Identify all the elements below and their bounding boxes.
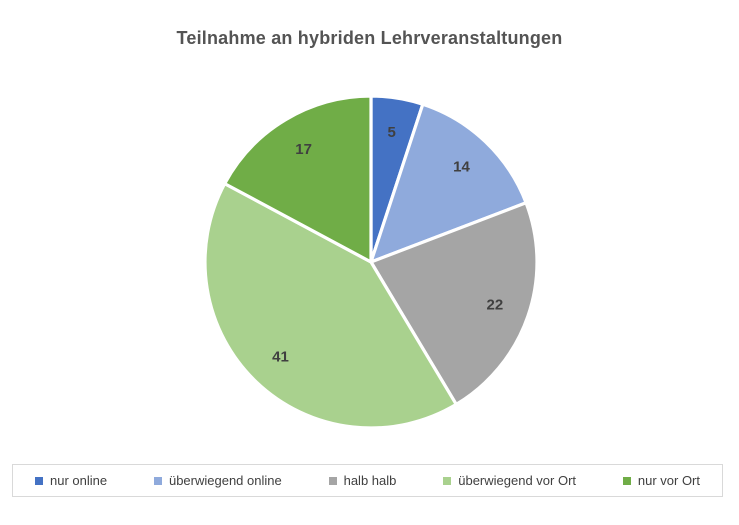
data-label: 5 (388, 124, 396, 141)
legend-label: nur vor Ort (637, 473, 700, 488)
legend-swatch-icon (153, 476, 162, 485)
legend-swatch-icon (328, 476, 337, 485)
pie-slice-3 (203, 182, 458, 430)
legend-label: nur online (50, 473, 108, 488)
chart-title: Teilnahme an hybriden Lehrveranstaltunge… (176, 28, 563, 48)
legend-item-ueberwiegend-online: überwiegend online (153, 473, 282, 488)
pie-slice-1 (369, 102, 528, 264)
pie-slice-2 (369, 201, 539, 407)
data-label: 14 (453, 159, 470, 176)
legend-item-ueberwiegend-vor-ort: überwiegend vor Ort (443, 473, 576, 488)
data-label: 41 (272, 348, 289, 365)
data-label: 22 (487, 296, 504, 313)
legend-swatch-icon (35, 476, 43, 485)
legend-item-nur-online: nur online (35, 473, 107, 488)
legend-item-nur-vor-ort: nur vor Ort (622, 473, 700, 488)
legend-swatch-icon (622, 476, 631, 485)
legend-label: überwiegend online (168, 473, 282, 488)
pie-slice-4 (223, 94, 373, 264)
legend-label: halb halb (343, 473, 397, 488)
legend-label: überwiegend vor Ort (458, 473, 577, 488)
legend: nur online überwiegend online halb halb … (12, 464, 723, 497)
legend-item-halb-halb: halb halb (328, 473, 397, 488)
data-label: 17 (295, 141, 312, 158)
legend-swatch-icon (443, 476, 452, 485)
